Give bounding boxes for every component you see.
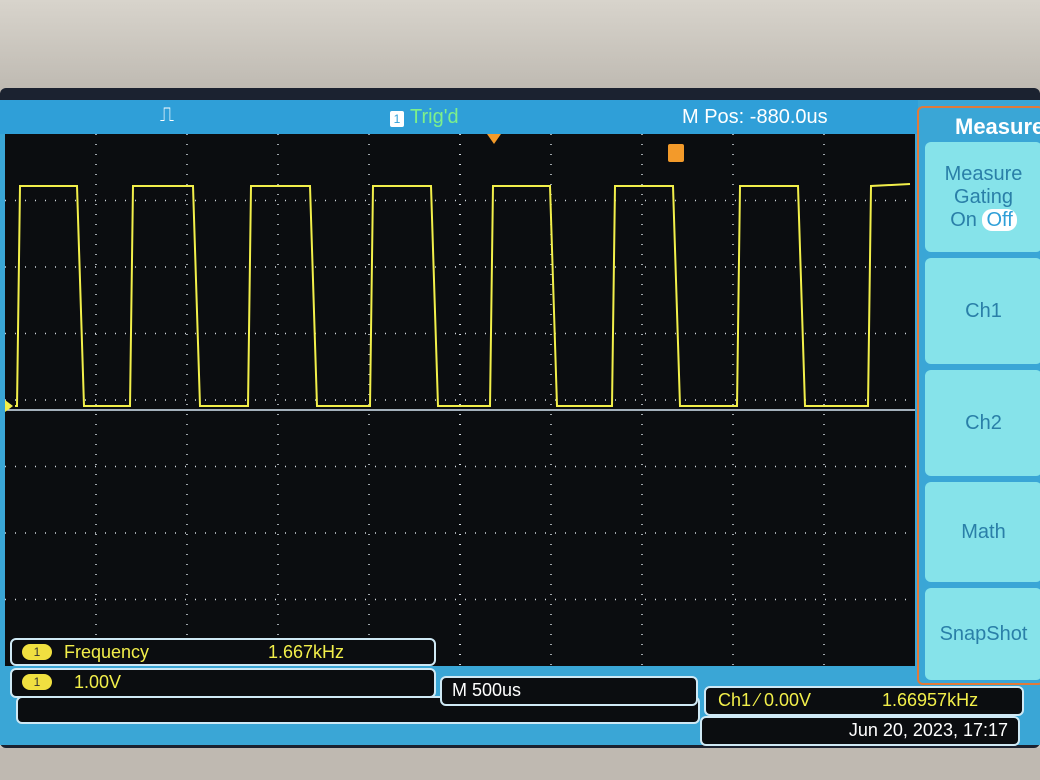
status-bar: ⎍ 1 Trig'd M Pos: -880.0us (0, 100, 918, 134)
waveform-svg (5, 134, 915, 666)
trigger-status: Trig'd (410, 106, 459, 128)
datetime-box: Jun 20, 2023, 17:17 (700, 716, 1020, 746)
ch1-button[interactable]: Ch1 (925, 258, 1040, 364)
timebase-readout: M 500us (440, 676, 698, 706)
ch2-button[interactable]: Ch2 (925, 370, 1040, 476)
trigger-readout: Ch1 ⁄ 0.00V 1.66957kHz (704, 686, 1024, 716)
pulse-trigger-icon: ⎍ (160, 104, 174, 126)
timebase: M 500us (452, 680, 522, 700)
measure-gating-button[interactable]: Measure Gating On Off (925, 142, 1040, 252)
menu-title: Measure (955, 114, 1040, 139)
ch1-waveform (15, 183, 911, 407)
measurement-name: Frequency (64, 642, 150, 662)
gating-on: On (950, 208, 977, 231)
measurement-value: 1.667kHz (268, 642, 345, 662)
waveform-display (5, 134, 915, 666)
channel-scale: 1.00V (74, 672, 122, 692)
channel-badge: 1 (22, 644, 52, 660)
trigger-position-marker (487, 134, 501, 144)
ch1-ground-marker (5, 400, 13, 412)
trigger-source: Ch1 ⁄ 0.00V (718, 690, 812, 710)
measure-menu: Measure Measure Gating On Off Ch1 Ch2 Ma… (917, 106, 1040, 685)
trigger-frequency: 1.66957kHz (882, 690, 979, 710)
trigger-badge: 1 (390, 106, 404, 129)
gating-label: Measure Gating (944, 162, 1023, 208)
trigger-t-marker (668, 144, 684, 162)
oscilloscope-housing (0, 0, 1040, 95)
math-button[interactable]: Math (925, 482, 1040, 582)
snapshot-button[interactable]: SnapShot (925, 588, 1040, 680)
channel-scale-readout: 1 1.00V (10, 668, 436, 698)
m-position: M Pos: -880.0us (682, 106, 828, 128)
datetime: Jun 20, 2023, 17:17 (848, 720, 1008, 740)
housing-bottom (0, 748, 1040, 780)
measurement-readout: 1 Frequency 1.667kHz (10, 638, 436, 666)
gating-off: Off (982, 208, 1017, 231)
channel-badge: 1 (22, 674, 52, 690)
